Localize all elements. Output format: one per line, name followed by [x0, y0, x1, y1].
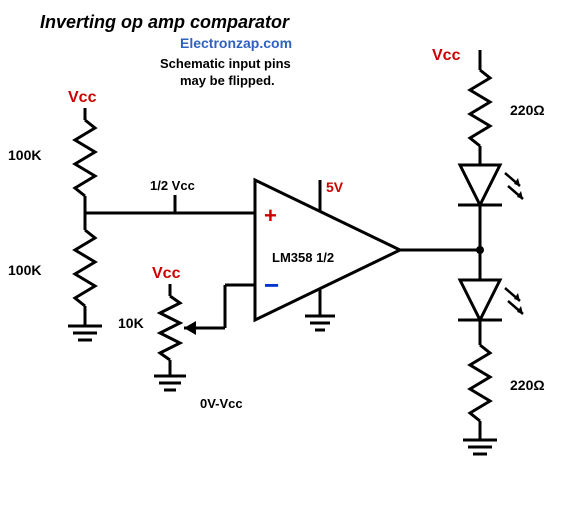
label-half-vcc: 1/2 Vcc: [150, 178, 195, 193]
resistor-220-top: [470, 70, 490, 146]
ground-right: [463, 440, 497, 454]
resistor-100k-bot: [75, 230, 95, 306]
label-r-led-bot: 220Ω: [510, 377, 545, 393]
vcc-label-divider: Vcc: [68, 89, 97, 106]
label-pot: 10K: [118, 315, 144, 331]
vcc-label-pot: Vcc: [152, 265, 181, 282]
resistor-100k-top: [75, 120, 95, 196]
ground-opamp: [305, 316, 335, 330]
label-pot-range: 0V-Vcc: [200, 396, 243, 411]
junction-output: [476, 246, 484, 254]
schematic: Inverting op amp comparator Electronzap.…: [0, 0, 586, 518]
ground-divider: [68, 326, 102, 340]
label-r-top: 100K: [8, 147, 41, 163]
label-r-led-top: 220Ω: [510, 102, 545, 118]
opamp-minus-icon: −: [264, 270, 279, 300]
opamp-plus-icon: +: [264, 203, 277, 228]
note-line2: may be flipped.: [180, 73, 275, 88]
website: Electronzap.com: [180, 35, 292, 51]
ground-pot: [154, 376, 186, 390]
label-r-bot: 100K: [8, 262, 41, 278]
led-top: [458, 165, 523, 205]
led-bottom: [458, 280, 523, 320]
potentiometer: [160, 296, 180, 360]
resistor-220-bot: [470, 345, 490, 421]
opamp-part-label: LM358 1/2: [272, 250, 334, 265]
pot-wiper-arrow: [184, 321, 196, 335]
note-line1: Schematic input pins: [160, 56, 291, 71]
vcc-label-right: Vcc: [432, 47, 461, 64]
title: Inverting op amp comparator: [40, 12, 290, 32]
label-supply: 5V: [326, 179, 344, 195]
